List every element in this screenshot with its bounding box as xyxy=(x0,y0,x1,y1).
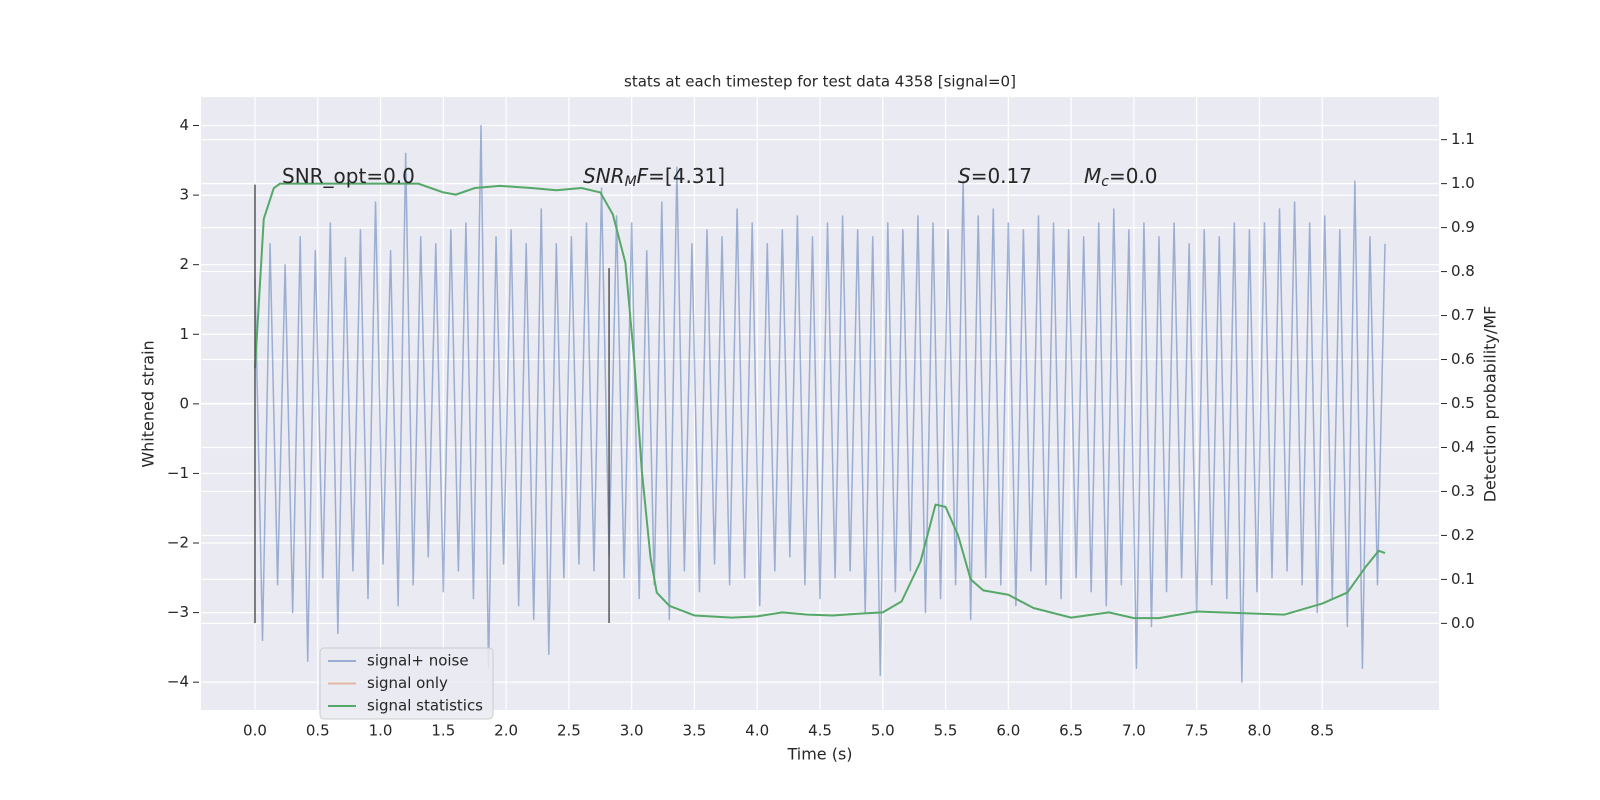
annotation: SNRMF=[4.31] xyxy=(583,164,725,191)
legend-label: signal only xyxy=(367,674,448,692)
annotation-part: SNR_opt=0.0 xyxy=(282,164,415,188)
x-tick-label: 2.0 xyxy=(494,722,518,740)
y-tick-label: 0 xyxy=(179,394,189,412)
x-tick-label: 6.0 xyxy=(996,722,1020,740)
x-tick-label: 5.0 xyxy=(871,722,895,740)
y2-tick-label: 0.8 xyxy=(1451,262,1475,280)
y-tick-label: −2 xyxy=(167,534,189,552)
y-tick-label: −4 xyxy=(167,673,189,691)
x-tick-label: 3.0 xyxy=(620,722,644,740)
x-tick-label: 7.5 xyxy=(1185,722,1209,740)
x-tick-label: 0.0 xyxy=(243,722,267,740)
y-tick-label: 1 xyxy=(179,325,189,343)
x-tick-label: 7.0 xyxy=(1122,722,1146,740)
y2-axis-label: Detection probability/MF xyxy=(1481,306,1500,503)
annotation-part: c xyxy=(1101,174,1109,190)
annotation-part: F xyxy=(637,164,649,188)
y2-tick-label: 0.6 xyxy=(1451,350,1475,368)
x-tick-label: 5.5 xyxy=(934,722,958,740)
y-tick-label: 2 xyxy=(179,255,189,273)
y2-tick-label: 0.7 xyxy=(1451,306,1475,324)
legend-box xyxy=(319,647,494,720)
x-tick-label: 3.5 xyxy=(683,722,707,740)
series-line xyxy=(253,182,1386,620)
y-tick-label: −1 xyxy=(167,464,189,482)
annotation-part: =[4.31] xyxy=(648,164,725,188)
series-line xyxy=(254,124,1386,683)
y-axis-label: Whitened strain xyxy=(139,340,158,467)
annotation-part: S xyxy=(958,164,971,188)
annotation-part: SNR xyxy=(583,164,625,188)
y2-tick-label: 1.1 xyxy=(1451,130,1475,148)
x-tick-label: 4.0 xyxy=(745,722,769,740)
y2-tick-label: 0.4 xyxy=(1451,438,1475,456)
x-axis-label: Time (s) xyxy=(786,745,852,764)
y-tick-label: −3 xyxy=(167,603,189,621)
annotation-part: =0.17 xyxy=(971,164,1032,188)
y-tick-label: 3 xyxy=(179,186,189,204)
y2-tick-label: 0.3 xyxy=(1451,482,1475,500)
x-tick-label: 2.5 xyxy=(557,722,581,740)
y2-tick-label: 0.0 xyxy=(1451,614,1475,632)
legend-label: signal statistics xyxy=(367,697,483,715)
x-tick-label: 1.0 xyxy=(369,722,393,740)
x-tick-label: 6.5 xyxy=(1059,722,1083,740)
annotation: S=0.17 xyxy=(958,164,1032,188)
y2-tick-label: 0.5 xyxy=(1451,394,1475,412)
x-tick-label: 8.5 xyxy=(1310,722,1334,740)
annotation-part: M xyxy=(1084,164,1101,188)
y2-tick-label: 0.9 xyxy=(1451,218,1475,236)
x-tick-label: 1.5 xyxy=(431,722,455,740)
x-tick-label: 8.0 xyxy=(1248,722,1272,740)
annotation-part: =0.0 xyxy=(1109,164,1158,188)
chart-title: stats at each timestep for test data 435… xyxy=(624,73,1016,91)
x-tick-label: 0.5 xyxy=(306,722,330,740)
legend-label: signal+ noise xyxy=(367,652,469,670)
annotation: Mc=0.0 xyxy=(1084,164,1158,191)
y2-tick-label: 0.1 xyxy=(1451,570,1475,588)
y2-tick-label: 1.0 xyxy=(1451,174,1475,192)
annotation-part: M xyxy=(625,174,637,190)
y-tick-label: 4 xyxy=(179,116,189,134)
x-tick-label: 4.5 xyxy=(808,722,832,740)
y2-tick-label: 0.2 xyxy=(1451,526,1475,544)
annotation: SNR_opt=0.0 xyxy=(282,164,415,188)
